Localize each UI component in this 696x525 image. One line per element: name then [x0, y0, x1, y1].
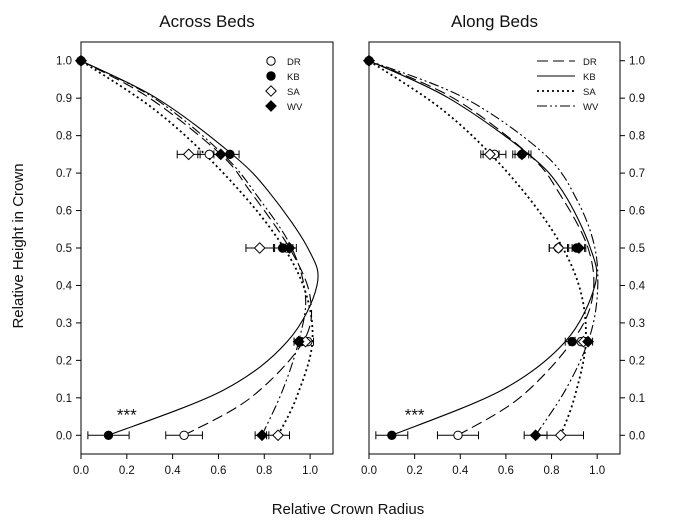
- y-tick-label: 1.0: [56, 56, 72, 68]
- significance-annotation: ***: [117, 405, 137, 424]
- x-tick-label: 0.2: [119, 465, 135, 477]
- legend-label: DR: [287, 57, 301, 68]
- series-line-wv: [368, 60, 599, 436]
- x-tick-label: 1.0: [302, 465, 318, 477]
- data-point-sa: [552, 242, 565, 254]
- data-point-wv: [292, 335, 305, 348]
- y-tick-label: 0.4: [629, 280, 646, 292]
- legend-label: WV: [583, 102, 599, 113]
- series-line-dr: [368, 60, 595, 436]
- y-tick-label: 0.2: [56, 355, 72, 367]
- y-tick-label: 0.5: [629, 243, 645, 255]
- x-tick-label: 0.8: [544, 465, 560, 477]
- chart-title: Across Beds: [159, 12, 254, 31]
- data-point-wv: [256, 429, 268, 442]
- legend-marker-kb: [266, 71, 276, 81]
- y-tick-label: 0.1: [56, 393, 72, 405]
- chart-panel-along-beds: Along Beds 0.0 0.2 0.4 0.6 0.8 1.0 0.0 0.1 0.2 0.3…: [361, 12, 646, 477]
- data-point-wv: [214, 148, 227, 161]
- legend-marker-dr: [266, 56, 276, 66]
- series-line-sa: [80, 59, 314, 436]
- y-tick-label: 0.3: [56, 318, 72, 330]
- chart-panel-across-beds: Across Beds 0.0 0.2 0.4 0.6 0.8 1.0 0.0 0.1 0.2 0.…: [56, 12, 334, 477]
- data-point-wv: [283, 242, 296, 254]
- data-point-sa: [554, 429, 567, 442]
- data-point-kb: [103, 430, 114, 440]
- series-line-dr: [80, 60, 313, 436]
- chart-title: Along Beds: [451, 12, 538, 31]
- data-point-sa: [253, 242, 266, 254]
- significance-annotation: ***: [405, 405, 425, 424]
- data-point-sa: [182, 148, 195, 161]
- x-tick-label: 0.2: [407, 465, 423, 477]
- y-tick-label: 0.6: [56, 206, 72, 218]
- data-point-wv: [515, 148, 528, 161]
- legend-label: SA: [583, 87, 596, 98]
- y-tick-label: 0.8: [629, 131, 645, 143]
- data-point-kb: [387, 430, 397, 440]
- y-tick-label: 0.7: [56, 168, 72, 180]
- y-tick-label: 0.6: [629, 206, 645, 218]
- y-tick-label: 0.9: [56, 93, 72, 105]
- data-point-sa: [484, 148, 496, 161]
- y-tick-label: 0.5: [56, 243, 72, 255]
- y-tick-label: 0.7: [629, 168, 645, 180]
- y-tick-label: 0.1: [629, 393, 645, 405]
- y-tick-label: 1.0: [629, 56, 645, 68]
- data-point-kb: [567, 336, 577, 347]
- y-axis-label: Relative Height in Crown: [10, 163, 27, 328]
- y-tick-label: 0.8: [56, 131, 72, 143]
- y-tick-label: 0.3: [629, 318, 645, 330]
- y-tick-label: 0.0: [56, 430, 72, 442]
- series-line-sa: [368, 59, 587, 436]
- legend-label: KB: [287, 72, 300, 83]
- data-point-wv: [582, 335, 594, 348]
- data-point-kb: [225, 149, 235, 160]
- series-line-kb: [80, 60, 319, 436]
- data-point-wv: [363, 54, 375, 67]
- x-tick-label: 1.0: [589, 465, 605, 477]
- data-point-dr: [179, 430, 189, 440]
- series-line-wv: [80, 60, 307, 436]
- x-tick-label: 0.8: [256, 465, 272, 477]
- y-tick-label: 0.2: [629, 355, 645, 367]
- legend-marker-wv: [265, 100, 277, 112]
- x-axis-label: Relative Crown Radius: [272, 501, 425, 518]
- y-tick-label: 0.9: [629, 93, 645, 105]
- legend-label: DR: [583, 57, 597, 68]
- data-point-dr: [453, 430, 463, 440]
- y-tick-label: 0.0: [629, 430, 645, 442]
- series-line-kb: [368, 60, 598, 436]
- x-tick-label: 0.4: [165, 465, 182, 477]
- data-point-wv: [75, 54, 87, 67]
- legend-marker-sa: [265, 85, 277, 97]
- legend: DR KB SA WV: [265, 56, 303, 113]
- x-tick-label: 0.6: [498, 465, 514, 477]
- y-tick-label: 0.4: [56, 280, 73, 292]
- x-tick-label: 0.0: [73, 465, 89, 477]
- x-tick-label: 0.0: [361, 465, 377, 477]
- legend-label: KB: [583, 72, 596, 83]
- data-point-wv: [529, 429, 542, 442]
- data-point-sa: [272, 429, 284, 442]
- legend-label: WV: [287, 102, 303, 113]
- data-point-wv: [573, 242, 585, 254]
- x-tick-label: 0.4: [452, 465, 469, 477]
- legend: DR KB SA WV: [537, 57, 599, 113]
- legend-label: SA: [287, 87, 300, 98]
- x-tick-label: 0.6: [210, 465, 226, 477]
- data-point-dr: [204, 149, 214, 160]
